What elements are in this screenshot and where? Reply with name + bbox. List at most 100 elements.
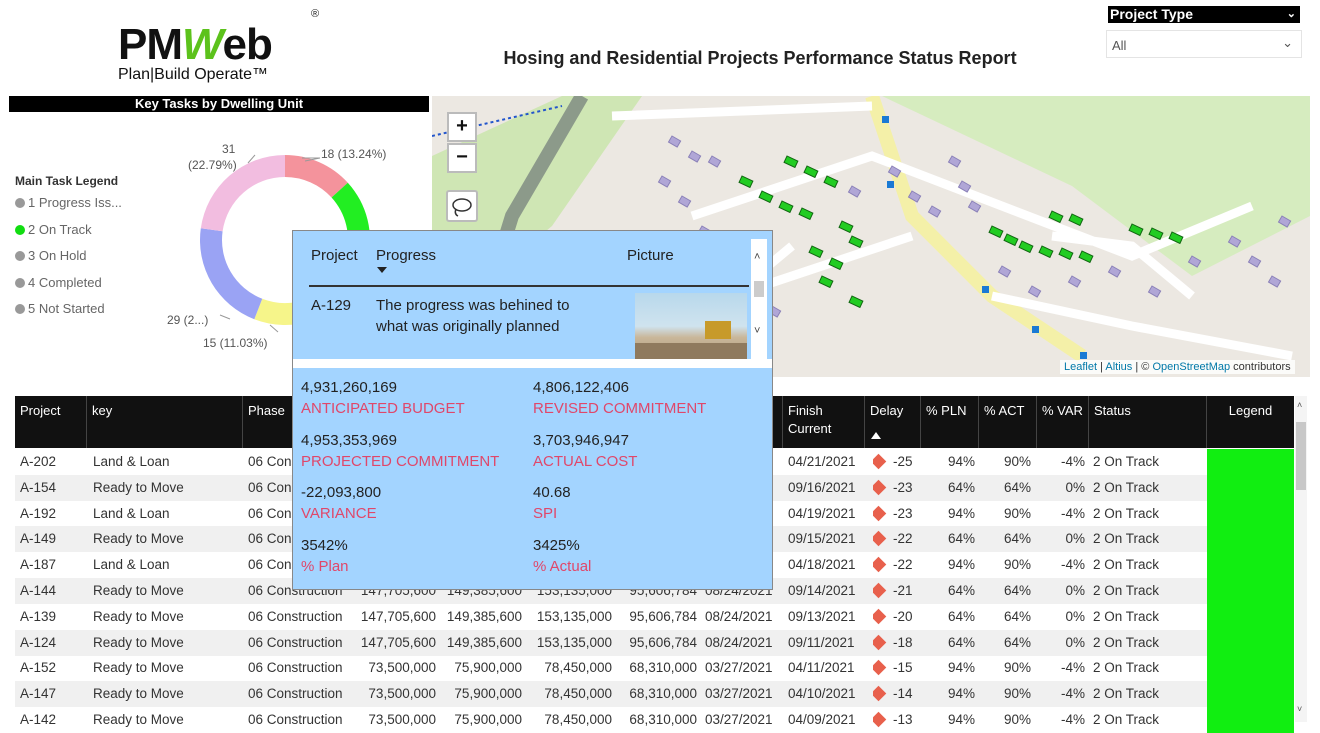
delay-value: -23 [893,505,913,521]
table-row[interactable]: A-139 Ready to Move 06 Construction 147,705… [15,603,1294,630]
map-building [1067,275,1082,288]
table-row[interactable]: A-187 Land & Loan 06 Cons 04/18/2021 94% 90% -… [15,552,1294,579]
table-row[interactable]: A-142 Ready to Move 06 Construction 73,500,… [15,707,1294,733]
project-marker[interactable] [1048,210,1064,224]
project-map[interactable] [432,96,1310,377]
scroll-up-icon[interactable]: ˄ [1297,400,1303,410]
cell-project: A-144 [20,583,57,598]
sort-ascending-icon[interactable] [871,432,881,439]
project-marker[interactable] [823,175,839,189]
col-header-legend[interactable]: Legend [1207,396,1294,448]
altius-link[interactable]: Altius [1105,361,1133,373]
tooltip-progress-line1: The progress was behined to [376,297,570,314]
project-marker[interactable] [778,200,794,214]
project-marker[interactable] [1128,223,1144,237]
blue-marker[interactable] [1032,326,1039,333]
blue-marker[interactable] [982,286,989,293]
delay-diamond-icon [873,685,887,702]
project-marker[interactable] [838,220,854,234]
col-header-project[interactable]: Project [15,396,87,448]
project-type-slicer-header[interactable]: Project Type ⌄ [1108,6,1300,23]
col-header-delay[interactable]: Delay [865,396,921,448]
col-header-pln[interactable]: % PLN [921,396,979,448]
project-marker[interactable] [758,190,774,204]
project-marker[interactable] [803,165,819,179]
project-marker[interactable] [808,245,824,259]
table-row[interactable]: A-152 Ready to Move 06 Construction 73,500,… [15,655,1294,682]
zoom-in-button[interactable]: + [447,112,477,142]
legend-status-cell [1207,681,1294,708]
tooltip-col-picture: Picture [627,247,674,264]
lasso-select-icon[interactable] [446,190,478,222]
donut-data-label: 18 (13.24%) [321,147,387,161]
project-marker[interactable] [1003,233,1019,247]
scrollbar-thumb[interactable] [1296,422,1306,490]
legend-dot-icon [15,224,25,235]
zoom-out-button[interactable]: − [447,143,477,173]
map-markers[interactable] [657,116,1292,359]
project-marker[interactable] [1168,231,1184,245]
blue-marker[interactable] [1080,352,1087,359]
map-building [687,150,702,163]
blue-marker[interactable] [887,181,894,188]
table-row[interactable]: A-147 Ready to Move 06 Construction 73,500,… [15,681,1294,708]
project-marker[interactable] [783,155,799,169]
scrollbar-thumb[interactable] [754,281,764,297]
cell-key: Ready to Move [93,608,184,624]
legend-status-cell [1207,655,1294,682]
legend-item[interactable]: 2 On Track [15,222,92,237]
scroll-down-icon[interactable]: ˅ [1297,704,1303,714]
project-marker[interactable] [1018,240,1034,254]
legend-item[interactable]: 5 Not Started [15,301,105,316]
tooltip-project-value: A-129 [311,297,352,314]
project-marker[interactable] [828,257,844,271]
legend-status-cell [1207,449,1294,475]
cell-delay: -14 [873,681,919,707]
col-header-status[interactable]: Status [1089,396,1207,448]
project-marker[interactable] [1148,227,1164,241]
col-header-key[interactable]: key [87,396,243,448]
tooltip-scrollbar[interactable]: ˄ ˅ [751,239,767,362]
legend-item[interactable]: 1 Progress Iss... [15,195,122,210]
project-marker[interactable] [988,225,1004,239]
col-header-act[interactable]: % ACT [979,396,1037,448]
project-marker[interactable] [798,207,814,221]
col-header-finish-current[interactable]: Finish Current [783,396,865,448]
project-marker[interactable] [1058,247,1074,261]
kpi-value: 4,931,260,169 [301,379,397,396]
table-row[interactable]: A-192 Land & Loan 06 Cons 04/19/2021 94% 90% -… [15,500,1294,527]
col-header-var[interactable]: % VAR [1037,396,1089,448]
donut-slice[interactable] [285,155,348,198]
table-scrollbar[interactable]: ˄ ˅ [1295,396,1307,722]
legend-item[interactable]: 3 On Hold [15,248,87,263]
project-type-dropdown[interactable]: All ⌄ [1106,30,1302,58]
project-marker[interactable] [818,275,834,289]
project-marker[interactable] [1068,213,1084,227]
table-row[interactable]: A-124 Ready to Move 06 Construction 147,705… [15,629,1294,656]
table-row[interactable]: A-144 Ready to Move 06 Construction 147,705… [15,578,1294,604]
kpi-value: 3425% [533,536,580,554]
legend-item[interactable]: 4 Completed [15,275,102,290]
project-marker[interactable] [1038,245,1054,259]
project-marker[interactable] [848,295,864,309]
blue-marker[interactable] [882,116,889,123]
attribution-separator: | © [1132,361,1153,373]
project-marker[interactable] [738,175,754,189]
osm-link[interactable]: OpenStreetMap [1152,361,1231,373]
leaflet-link[interactable]: Leaflet [1064,361,1098,373]
donut-chart-title: Key Tasks by Dwelling Unit [9,96,429,112]
project-marker[interactable] [848,235,864,249]
cell-finish: 09/13/2021 [788,608,856,624]
table-row[interactable]: A-202 Land & Loan 06 Const 04/21/2021 94% 90%… [15,449,1294,475]
map-building [657,175,672,188]
cell-var: 0% [1065,479,1085,495]
donut-slice[interactable] [200,228,263,320]
scroll-down-icon[interactable]: ˅ [754,325,761,337]
cell-project: A-139 [20,608,57,624]
chevron-down-icon[interactable]: ⌄ [1286,8,1296,20]
project-marker[interactable] [1078,250,1094,264]
cell-act: 90% [1003,686,1031,702]
donut-slice[interactable] [200,155,285,232]
cell-b1: 73,500,000 [368,686,436,702]
scroll-up-icon[interactable]: ˄ [754,251,761,263]
